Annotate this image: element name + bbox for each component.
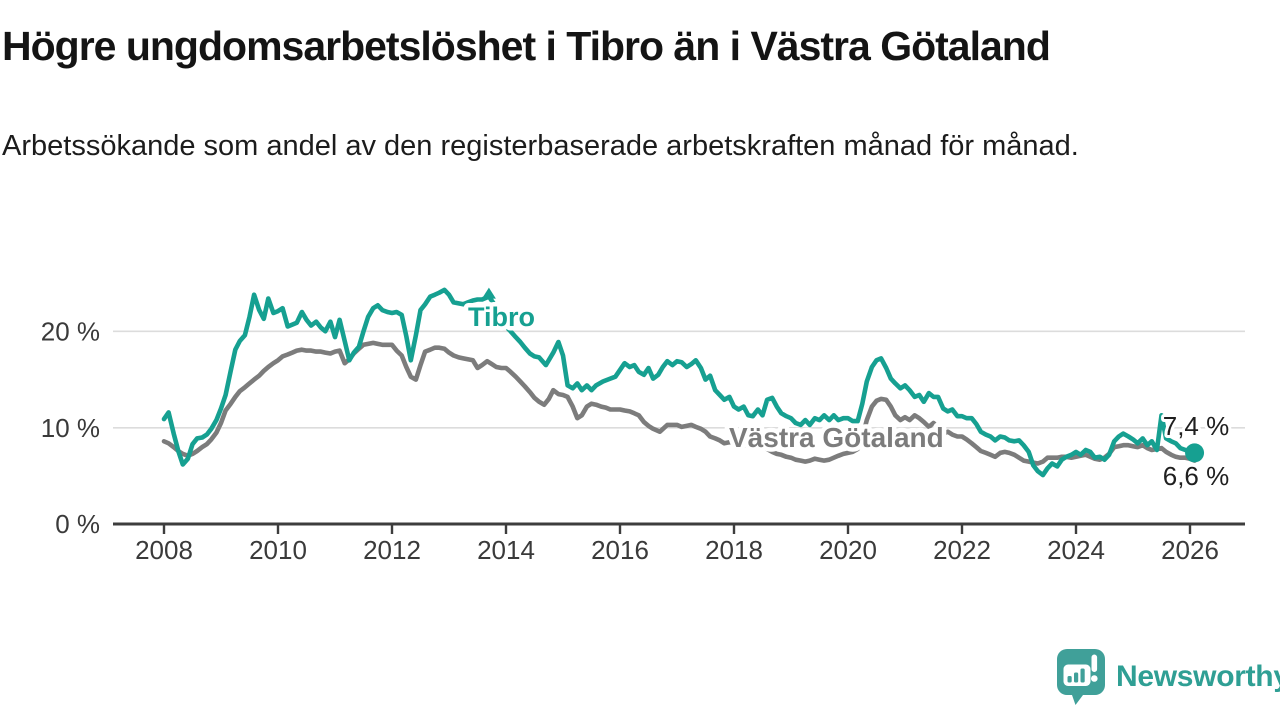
- x-tick-label-2010: 2010: [249, 535, 307, 565]
- series-line-tibro: [161, 287, 1197, 478]
- series-label-vastra-gotaland: Västra Götaland: [729, 422, 944, 453]
- x-tick-label-2024: 2024: [1047, 535, 1105, 565]
- end-dot-tibro: [1185, 443, 1205, 463]
- x-tick-label-2022: 2022: [933, 535, 991, 565]
- series-line-vastra-gotaland: [161, 340, 1197, 466]
- end-value-label-vastra-gotaland: 6,6 %: [1163, 461, 1230, 491]
- x-tick-label-2008: 2008: [135, 535, 193, 565]
- max-marker-icon: [481, 287, 496, 299]
- chart-subtitle: Arbetssökande som andel av den registerb…: [2, 130, 1079, 162]
- x-tick-label-2016: 2016: [591, 535, 649, 565]
- x-tick-label-2012: 2012: [363, 535, 421, 565]
- y-tick-label-10: 10 %: [41, 413, 100, 443]
- x-tick-label-2026: 2026: [1161, 535, 1219, 565]
- newsworthy-brand: Newsworthy: [1056, 648, 1280, 706]
- y-tick-label-20: 20 %: [41, 316, 100, 346]
- y-tick-label-0: 0 %: [55, 509, 100, 539]
- series-label-tibro: Tibro: [468, 302, 535, 332]
- x-tick-label-2018: 2018: [705, 535, 763, 565]
- newsworthy-logo-icon: [1057, 649, 1105, 705]
- page-title: Högre ungdomsarbetslöshet i Tibro än i V…: [2, 23, 1051, 69]
- newsworthy-wordmark: Newsworthy: [1116, 660, 1280, 693]
- end-value-label-tibro: 7,4 %: [1163, 411, 1230, 441]
- x-tick-label-2014: 2014: [477, 535, 535, 565]
- x-tick-label-2020: 2020: [819, 535, 877, 565]
